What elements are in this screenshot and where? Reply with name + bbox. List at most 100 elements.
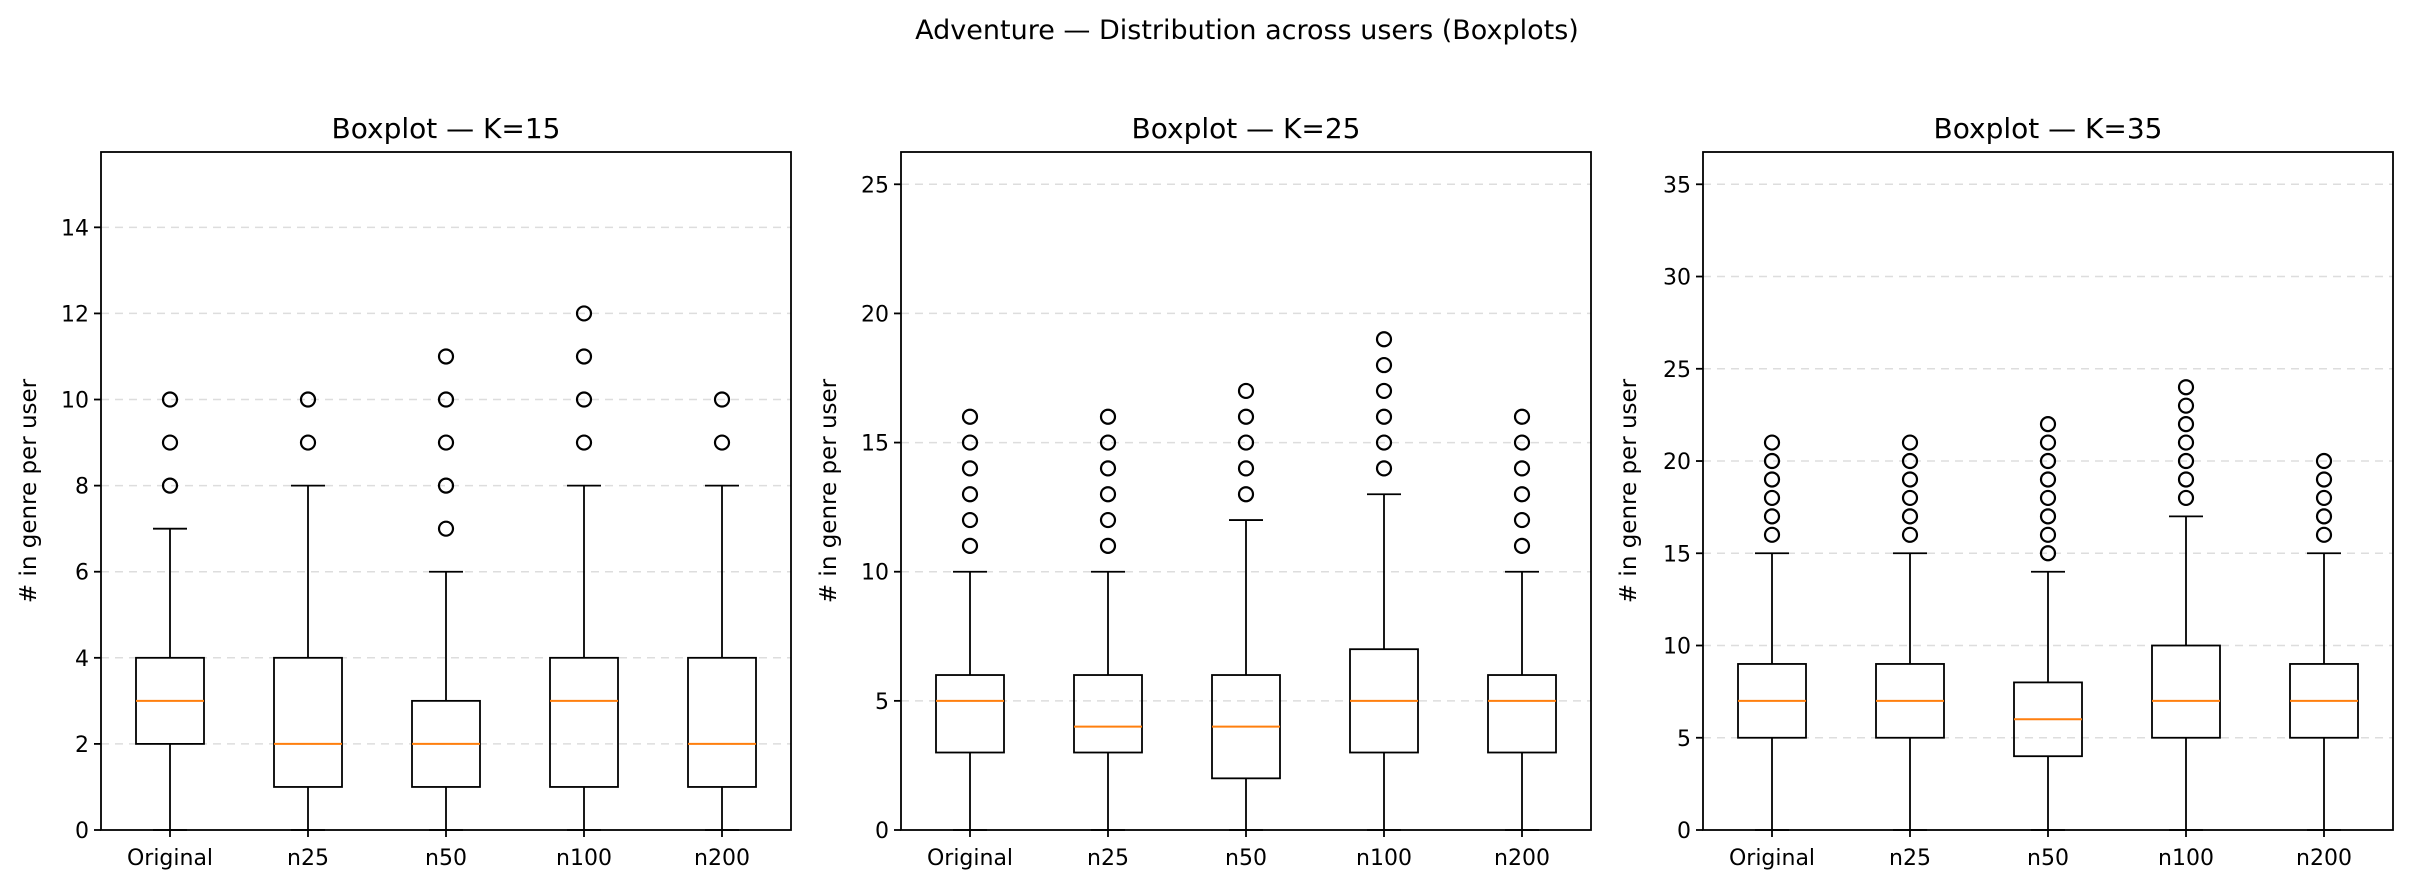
outlier-point <box>1099 537 1117 554</box>
outlier-point <box>1375 356 1393 374</box>
outlier-point <box>1513 434 1531 451</box>
outlier-point <box>1763 471 1781 488</box>
outlier-point <box>1901 526 1919 543</box>
outlier-point <box>961 408 979 425</box>
x-tick-label: n200 <box>1494 846 1550 871</box>
outlier-point <box>1375 434 1393 451</box>
outlier-point <box>575 434 593 451</box>
x-tick-label: n25 <box>287 846 329 871</box>
outlier-point <box>161 391 179 408</box>
box-n25 <box>273 391 343 831</box>
outlier-point <box>1513 408 1531 425</box>
box-Original <box>935 408 1005 831</box>
box-Original <box>135 391 205 831</box>
y-tick-label: 25 <box>861 173 889 198</box>
box-n200 <box>687 391 757 831</box>
x-tick-label: Original <box>1729 846 1815 871</box>
x-tick-label: n50 <box>1225 846 1267 871</box>
outlier-point <box>961 434 979 451</box>
outlier-point <box>437 391 455 408</box>
outlier-point <box>1901 434 1919 451</box>
outlier-point <box>1099 511 1117 529</box>
y-tick-label: 8 <box>75 475 89 500</box>
outlier-point <box>2039 489 2057 507</box>
y-axis-label: # in genre per user <box>16 378 42 603</box>
y-tick-label: 10 <box>861 561 889 586</box>
y-axis-label: # in genre per user <box>1616 378 1642 603</box>
iqr-box <box>935 674 1005 754</box>
y-tick-label: 30 <box>1663 266 1691 291</box>
outlier-point <box>2315 508 2333 525</box>
box-n100 <box>2151 379 2221 831</box>
outlier-point <box>1375 331 1393 348</box>
x-tick-label: n100 <box>556 846 612 871</box>
outlier-point <box>437 434 455 451</box>
outlier-point <box>1375 460 1393 477</box>
iqr-box <box>687 656 757 788</box>
outlier-point <box>713 391 731 408</box>
outlier-point <box>2177 397 2195 414</box>
x-tick-label: n25 <box>1889 846 1931 871</box>
box-n200 <box>2289 452 2359 831</box>
box-n25 <box>1875 434 1945 831</box>
box-Original <box>1737 434 1807 831</box>
outlier-point <box>2039 508 2057 525</box>
outlier-point <box>2315 471 2333 488</box>
outlier-point <box>1513 511 1531 529</box>
y-tick-label: 10 <box>61 389 89 414</box>
outlier-point <box>299 391 317 408</box>
box-n50 <box>2013 416 2083 831</box>
box-n100 <box>549 305 619 831</box>
boxplot-panel-2: 0 5 10 15 20 25 Original n25 n50 n100 n200 Boxplot … <box>816 112 1592 871</box>
iqr-box <box>549 656 619 788</box>
outlier-point <box>1099 460 1117 477</box>
outlier-point <box>1763 434 1781 451</box>
outlier-point <box>1237 434 1255 451</box>
outlier-point <box>1763 452 1781 470</box>
x-tick-label: n100 <box>2158 846 2214 871</box>
y-tick-label: 12 <box>61 302 89 327</box>
iqr-box <box>2151 644 2221 739</box>
panel-title: Boxplot — K=15 <box>332 112 561 145</box>
box-n100 <box>1349 331 1419 831</box>
outlier-point <box>2177 434 2195 451</box>
outlier-point <box>161 477 179 494</box>
outlier-point <box>575 305 593 322</box>
outlier-point <box>1901 471 1919 488</box>
box-n50 <box>411 348 481 831</box>
box-n50 <box>1211 382 1281 831</box>
x-tick-label: Original <box>127 846 213 871</box>
boxplot-panel-3: 0 5 10 15 20 25 30 35 Original n25 n50 n100 n200 Boxp… <box>1616 112 2394 871</box>
outlier-point <box>1763 489 1781 507</box>
y-tick-label: 0 <box>1677 819 1691 844</box>
outlier-point <box>1763 526 1781 543</box>
y-tick-label: 6 <box>75 561 89 586</box>
outlier-point <box>2039 526 2057 543</box>
outlier-point <box>437 348 455 365</box>
outlier-point <box>299 434 317 451</box>
outlier-point <box>2177 471 2195 488</box>
outlier-point <box>2039 545 2057 562</box>
outlier-point <box>437 477 455 494</box>
outlier-point <box>961 537 979 554</box>
y-tick-label: 10 <box>1663 635 1691 660</box>
outlier-point <box>1375 382 1393 400</box>
outlier-point <box>1901 489 1919 507</box>
outlier-point <box>1901 508 1919 525</box>
y-tick-label: 25 <box>1663 358 1691 383</box>
y-tick-label: 2 <box>75 733 89 758</box>
outlier-point <box>2177 489 2195 507</box>
x-tick-label: n200 <box>694 846 750 871</box>
outlier-point <box>2039 434 2057 451</box>
panel-title: Boxplot — K=35 <box>1934 112 2163 145</box>
outlier-point <box>1237 408 1255 425</box>
outlier-point <box>2177 416 2195 433</box>
panel-title: Boxplot — K=25 <box>1132 112 1361 145</box>
outlier-point <box>2039 452 2057 470</box>
outlier-point <box>1099 408 1117 425</box>
iqr-box <box>1487 674 1557 754</box>
outlier-point <box>1901 452 1919 470</box>
x-tick-label: n200 <box>2296 846 2352 871</box>
outlier-point <box>161 434 179 451</box>
